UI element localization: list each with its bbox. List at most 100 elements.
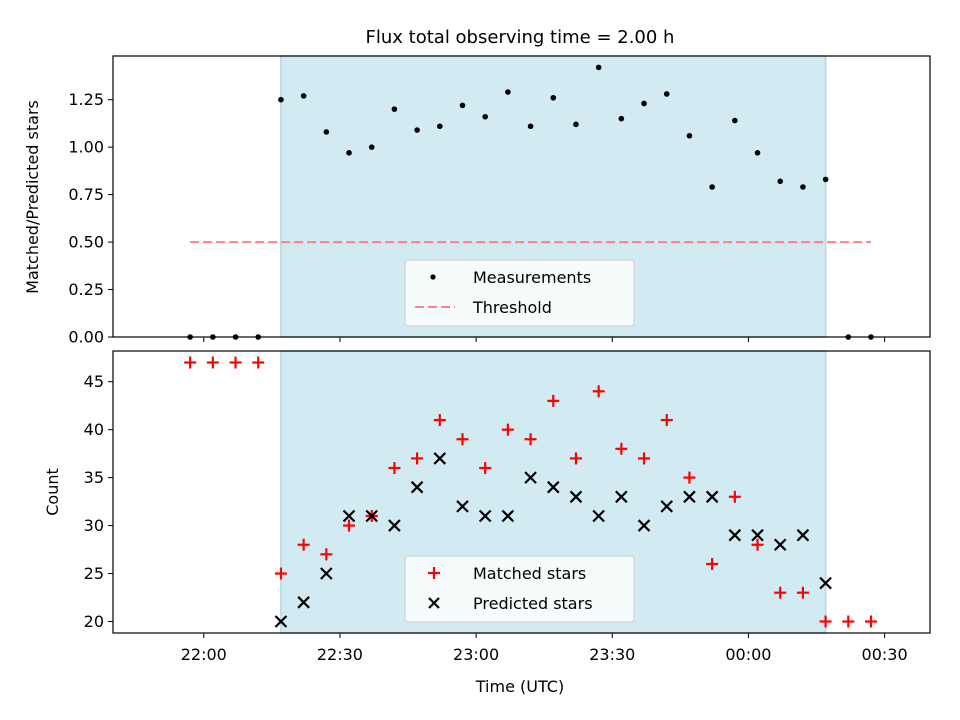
x-tick-label: 23:00 <box>453 645 499 664</box>
predicted-star-point <box>501 509 515 523</box>
predicted-star-point <box>342 509 356 523</box>
ratio-y-axis-label: Matched/Predicted stars <box>23 100 42 294</box>
measurement-point <box>346 150 352 156</box>
predicted-star-stroke-b <box>501 509 515 523</box>
matched-star-point <box>456 433 469 446</box>
measurement-point <box>800 184 806 190</box>
matched-star-point <box>320 548 333 561</box>
predicted-star-stroke-b <box>683 490 696 504</box>
predicted-star-point <box>592 509 605 523</box>
predicted-star-point <box>796 528 810 542</box>
count-legend-box <box>404 555 635 623</box>
matched-star-point <box>615 442 628 455</box>
ratio-y-axis: 0.00 0.25 0.50 0.75 1.00 1.25 <box>68 90 113 347</box>
matched-star-point <box>864 615 877 628</box>
matched-star-point <box>683 471 696 484</box>
count-axes-frame <box>112 350 931 634</box>
count-panel: 20 25 30 35 40 45 22:00 22:30 23:00 23:30 00:00 00… <box>43 350 931 696</box>
predicted-star-point <box>478 509 492 523</box>
matched-star-point <box>274 567 287 580</box>
predicted-star-point <box>365 509 378 523</box>
x-tick-label: 22:00 <box>181 645 227 664</box>
legend-measurement-marker <box>430 274 436 280</box>
measurement-point <box>663 91 670 97</box>
predicted-star-point <box>546 480 560 494</box>
matched-star-point <box>547 394 560 407</box>
predicted-star-stroke-b <box>819 576 832 590</box>
predicted-star-point <box>569 490 583 504</box>
predicted-star-stroke-b <box>274 615 288 628</box>
count-y-tick-label: 30 <box>84 516 104 535</box>
predicted-star-point <box>456 500 469 513</box>
measurement-point <box>391 106 398 112</box>
matched-star-point <box>411 452 424 465</box>
chart-title: Flux total observing time = 2.00 h <box>366 27 675 48</box>
legend-threshold-label: Threshold <box>472 298 552 317</box>
predicted-star-point <box>819 576 832 590</box>
ratio-y-tick-label: 0.75 <box>68 185 104 204</box>
matched-star-point <box>433 414 446 427</box>
predicted-star-stroke-b <box>728 528 742 542</box>
predicted-star-stroke-b <box>660 500 674 513</box>
ratio-panel: 0.00 0.25 0.50 0.75 1.00 1.25 Matched/Predict… <box>23 55 931 347</box>
measurement-point <box>641 100 647 107</box>
measurement-point <box>437 123 443 130</box>
matched-star-point <box>524 433 537 446</box>
predicted-star-stroke-b <box>524 471 537 484</box>
matched-star-point <box>343 519 356 532</box>
predicted-star-stroke-b <box>615 490 628 504</box>
ratio-y-tick-label: 1.25 <box>68 90 104 109</box>
measurement-point <box>505 89 511 95</box>
predicted-star-point <box>320 567 333 580</box>
measurement-point <box>618 115 625 122</box>
predicted-star-stroke-b <box>592 509 605 523</box>
count-y-tick-label: 40 <box>84 420 104 439</box>
ratio-y-tick-label: 0.25 <box>68 280 104 299</box>
count-y-tick-label: 25 <box>84 564 104 583</box>
predicted-star-point <box>751 528 764 542</box>
predicted-star-point <box>524 471 537 484</box>
ratio-axes-frame <box>112 55 931 338</box>
measurement-point <box>754 150 761 156</box>
measurement-point <box>550 94 557 101</box>
measurement-point <box>527 123 534 130</box>
count-y-tick-label: 35 <box>84 468 104 487</box>
ratio-y-tick-label: 0.50 <box>68 233 104 252</box>
matched-star-point <box>728 490 741 503</box>
matched-star-point <box>638 452 651 465</box>
predicted-star-stroke-b <box>546 480 560 494</box>
predicted-star-stroke-b <box>751 528 764 542</box>
matched-star-point <box>388 462 401 475</box>
measurement-point <box>709 184 715 190</box>
matched-star-point <box>842 615 855 628</box>
predicted-star-stroke-b <box>342 509 356 523</box>
measurement-point <box>777 178 784 185</box>
ratio-y-tick-label: 0.00 <box>68 328 104 347</box>
ratio-x-ticks <box>203 337 886 342</box>
count-y-axis-label: Count <box>43 468 62 516</box>
matched-star-point <box>184 356 197 369</box>
predicted-star-point <box>274 615 288 628</box>
matched-star-point <box>592 385 605 398</box>
predicted-star-point <box>615 490 628 504</box>
x-tick-label: 00:30 <box>862 645 908 664</box>
legend-predicted-label: Predicted stars <box>473 594 593 613</box>
predicted-star-stroke-b <box>478 509 492 523</box>
matched-star-point <box>796 586 809 599</box>
ratio-legend-box <box>404 259 635 327</box>
measurement-point <box>459 102 466 109</box>
legend-matched-label: Matched stars <box>473 564 586 583</box>
measurement-point <box>323 129 330 135</box>
predicted-star-point <box>388 519 401 532</box>
predicted-star-stroke-b <box>365 509 378 523</box>
x-tick-label: 23:30 <box>589 645 635 664</box>
predicted-star-stroke-b <box>705 490 719 504</box>
predicted-star-stroke-b <box>388 519 401 532</box>
measurement-point <box>278 96 284 103</box>
predicted-star-stroke-b <box>320 567 333 580</box>
matched-star-point <box>774 586 787 599</box>
predicted-star-point <box>773 538 787 552</box>
matched-star-point <box>501 423 514 436</box>
predicted-star-stroke-b <box>569 490 583 504</box>
matched-star-point <box>252 356 265 369</box>
